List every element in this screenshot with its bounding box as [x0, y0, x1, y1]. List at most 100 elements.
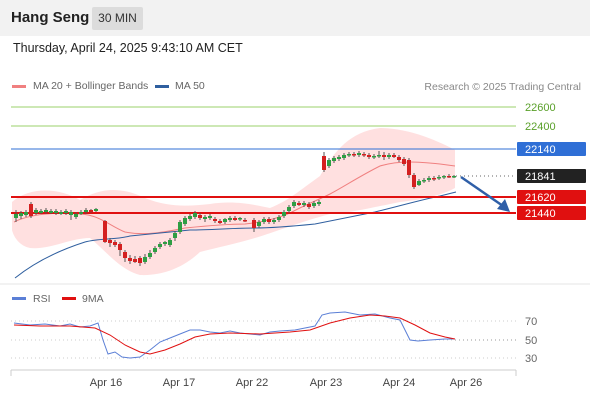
time-label-apr-26: Apr 26 — [450, 377, 482, 389]
candle-body — [233, 218, 237, 220]
candle-body — [447, 176, 451, 178]
candle-body — [297, 203, 301, 205]
rsi-line — [13, 311, 455, 359]
candle-body — [103, 221, 107, 242]
ma20-line — [13, 161, 456, 235]
legend-ma50-label: MA 50 — [175, 80, 205, 92]
candle-body — [442, 176, 446, 178]
candle-body — [143, 257, 147, 262]
symbol-title: Hang Seng — [11, 9, 90, 26]
candle-body — [69, 212, 73, 215]
candle-body — [287, 207, 291, 211]
candle-body — [352, 154, 356, 156]
candle-body — [312, 203, 316, 206]
candle-body — [427, 178, 431, 180]
time-label-apr-22: Apr 22 — [236, 377, 268, 389]
candle-body — [64, 211, 68, 213]
candle-body — [332, 158, 336, 161]
candle-body — [262, 219, 266, 222]
timeframe-button[interactable]: 30 MIN — [92, 7, 143, 30]
candle-body — [29, 204, 33, 216]
price-label-21620: 21620 — [525, 192, 556, 204]
candle-body — [277, 217, 281, 220]
candle-body — [437, 177, 441, 179]
candle-body — [163, 242, 167, 244]
candle-body — [337, 157, 341, 159]
candle-body — [243, 220, 247, 222]
price-label-box — [517, 142, 586, 156]
candle-body — [113, 242, 117, 245]
candle-body — [198, 215, 202, 218]
candle-body — [49, 211, 53, 213]
candle-body — [302, 203, 306, 205]
time-label-apr-16: Apr 16 — [90, 377, 122, 389]
candle-body — [44, 210, 48, 212]
candle-body — [432, 178, 436, 180]
candle-body — [372, 156, 376, 158]
candle-body — [208, 216, 212, 218]
rsi-level-label-50: 50 — [525, 335, 537, 347]
candle-body — [307, 204, 311, 207]
bollinger-band — [12, 128, 455, 276]
candle-body — [133, 259, 137, 262]
price-label-box — [517, 206, 586, 220]
candle-body — [183, 218, 187, 224]
candle-body — [292, 202, 296, 206]
candle-body — [39, 211, 43, 213]
rsi-legend-swatch — [12, 297, 26, 300]
candle-body — [267, 219, 271, 222]
legend-rsi-label: RSI — [33, 293, 51, 305]
price-label-box — [517, 190, 586, 204]
price-label-21440: 21440 — [525, 208, 556, 220]
header-bar: Hang Seng 30 MIN — [0, 0, 590, 36]
copyright: Research © 2025 Trading Central — [424, 81, 581, 93]
price-label-22140: 22140 — [525, 144, 556, 156]
candle-body — [228, 218, 232, 220]
candle-body — [397, 157, 401, 160]
price-label-box — [517, 169, 586, 183]
candle-body — [203, 217, 207, 219]
candle-body — [178, 222, 182, 232]
candle-body — [223, 219, 227, 222]
candle-body — [417, 181, 421, 185]
candle-body — [238, 218, 242, 220]
candle-body — [218, 221, 222, 223]
candle-body — [94, 209, 98, 211]
candle-body — [317, 202, 321, 204]
candle-body — [19, 213, 23, 216]
candle-body — [84, 210, 88, 212]
candle-body — [327, 160, 331, 166]
candle-body — [14, 214, 18, 218]
candle-body — [138, 258, 142, 263]
candle-body — [342, 155, 346, 158]
9ma-legend-swatch — [62, 297, 76, 300]
candle-body — [24, 212, 28, 215]
candle-body — [252, 220, 256, 228]
price-label-22400: 22400 — [525, 121, 556, 133]
candle-body — [168, 240, 172, 245]
price-label-22600: 22600 — [525, 102, 556, 114]
legend-ma20-label: MA 20 + Bollinger Bands — [33, 80, 149, 92]
candle-body — [193, 213, 197, 217]
candle-body — [123, 252, 127, 258]
timestamp: Thursday, April 24, 2025 9:43:10 AM CET — [13, 41, 243, 55]
price-label-21841: 21841 — [525, 171, 556, 183]
rsi-9ma-line — [13, 314, 456, 355]
candle-body — [188, 216, 192, 219]
projection-arrow-head — [497, 199, 510, 212]
candle-body — [153, 248, 157, 252]
candle-body — [128, 258, 132, 261]
candle-body — [257, 222, 261, 226]
candle-body — [387, 155, 391, 157]
candle-body — [74, 214, 78, 217]
candle-body — [213, 219, 217, 221]
rsi-level-label-70: 70 — [525, 316, 537, 328]
candle-body — [392, 155, 396, 157]
candle-body — [322, 156, 326, 170]
legend-9ma-label: 9MA — [82, 293, 104, 305]
candle-body — [357, 153, 361, 155]
candle-body — [282, 212, 286, 216]
candle-body — [272, 220, 276, 222]
candle-body — [407, 160, 411, 175]
